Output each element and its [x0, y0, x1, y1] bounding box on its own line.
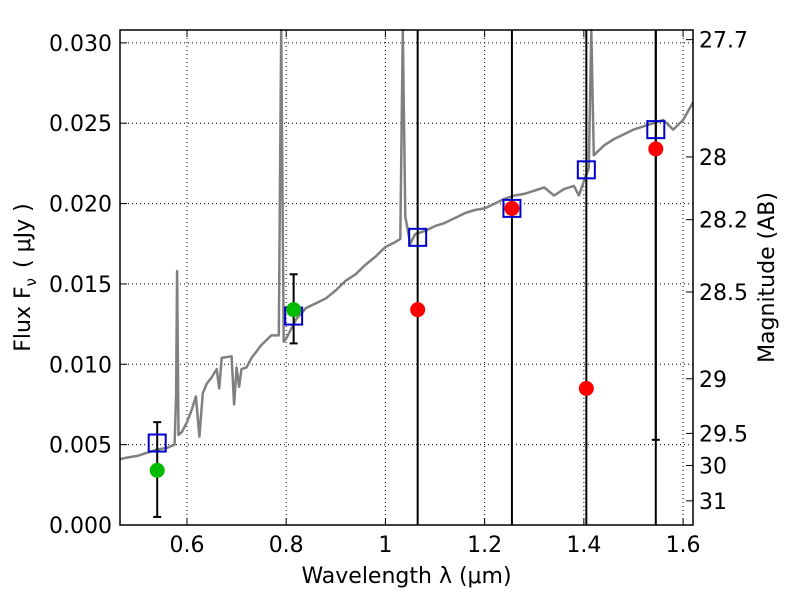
y-tick-label: 0.025	[49, 112, 112, 137]
x-tick-label: 0.8	[269, 533, 304, 558]
x-tick-label: 1.4	[566, 533, 601, 558]
y-tick-label: 0.030	[49, 32, 112, 57]
square-marker	[646, 120, 666, 140]
y-axis-title-subscript: ν	[22, 278, 40, 286]
y2-tick-label: 27.7	[699, 29, 748, 54]
points-layer	[147, 120, 666, 478]
green-point	[149, 462, 165, 478]
x-tick-label: 0.6	[169, 533, 204, 558]
x-tick-label: 1.2	[467, 533, 502, 558]
y-tick-label: 0.005	[49, 434, 112, 459]
green-point	[286, 302, 302, 318]
x-tick-label: 1	[378, 533, 392, 558]
y2-tick-label: 31	[699, 490, 727, 515]
x-tick-label: 1.6	[666, 533, 701, 558]
square-marker	[502, 198, 522, 218]
plot-frame	[119, 29, 694, 526]
y2-tick-label: 28	[699, 146, 727, 171]
square-marker	[147, 433, 167, 453]
y-tick-label: 0.000	[49, 514, 112, 539]
spectrum-layer	[119, 28, 695, 461]
vertical-lines-layer	[416, 30, 657, 525]
square-marker	[576, 160, 596, 180]
y-axis-title-unit: ( μJy )	[11, 203, 36, 268]
y2-tick-label: 29	[699, 368, 727, 393]
y2-tick-label: 28.2	[699, 209, 748, 234]
y2-tick-label: 30	[699, 455, 727, 480]
y2-tick-label: 29.5	[699, 422, 748, 447]
spectrum-line	[119, 28, 695, 461]
y-axis-title: Flux Fν ( μJy )	[11, 203, 40, 351]
x-axis-title: Wavelength λ (μm)	[301, 564, 511, 589]
red-point	[578, 380, 594, 396]
error-bars-layer	[153, 30, 660, 518]
y-tick-label: 0.010	[49, 353, 112, 378]
ticks-layer: 0.6 0.8 1 1.2 1.4 1.6 0.000 0.005 0.010 0.015 0.02…	[49, 29, 748, 558]
y2-axis-title: Magnitude (AB)	[755, 192, 780, 363]
y-tick-label: 0.020	[49, 193, 112, 218]
red-point	[410, 302, 426, 318]
red-point	[648, 141, 664, 157]
y2-tick-label: 28.5	[699, 281, 748, 306]
red-point	[504, 200, 520, 216]
y-axis-title-main: Flux F	[11, 286, 36, 351]
grid	[120, 30, 693, 526]
y-tick-label: 0.015	[49, 273, 112, 298]
square-marker	[408, 227, 428, 247]
